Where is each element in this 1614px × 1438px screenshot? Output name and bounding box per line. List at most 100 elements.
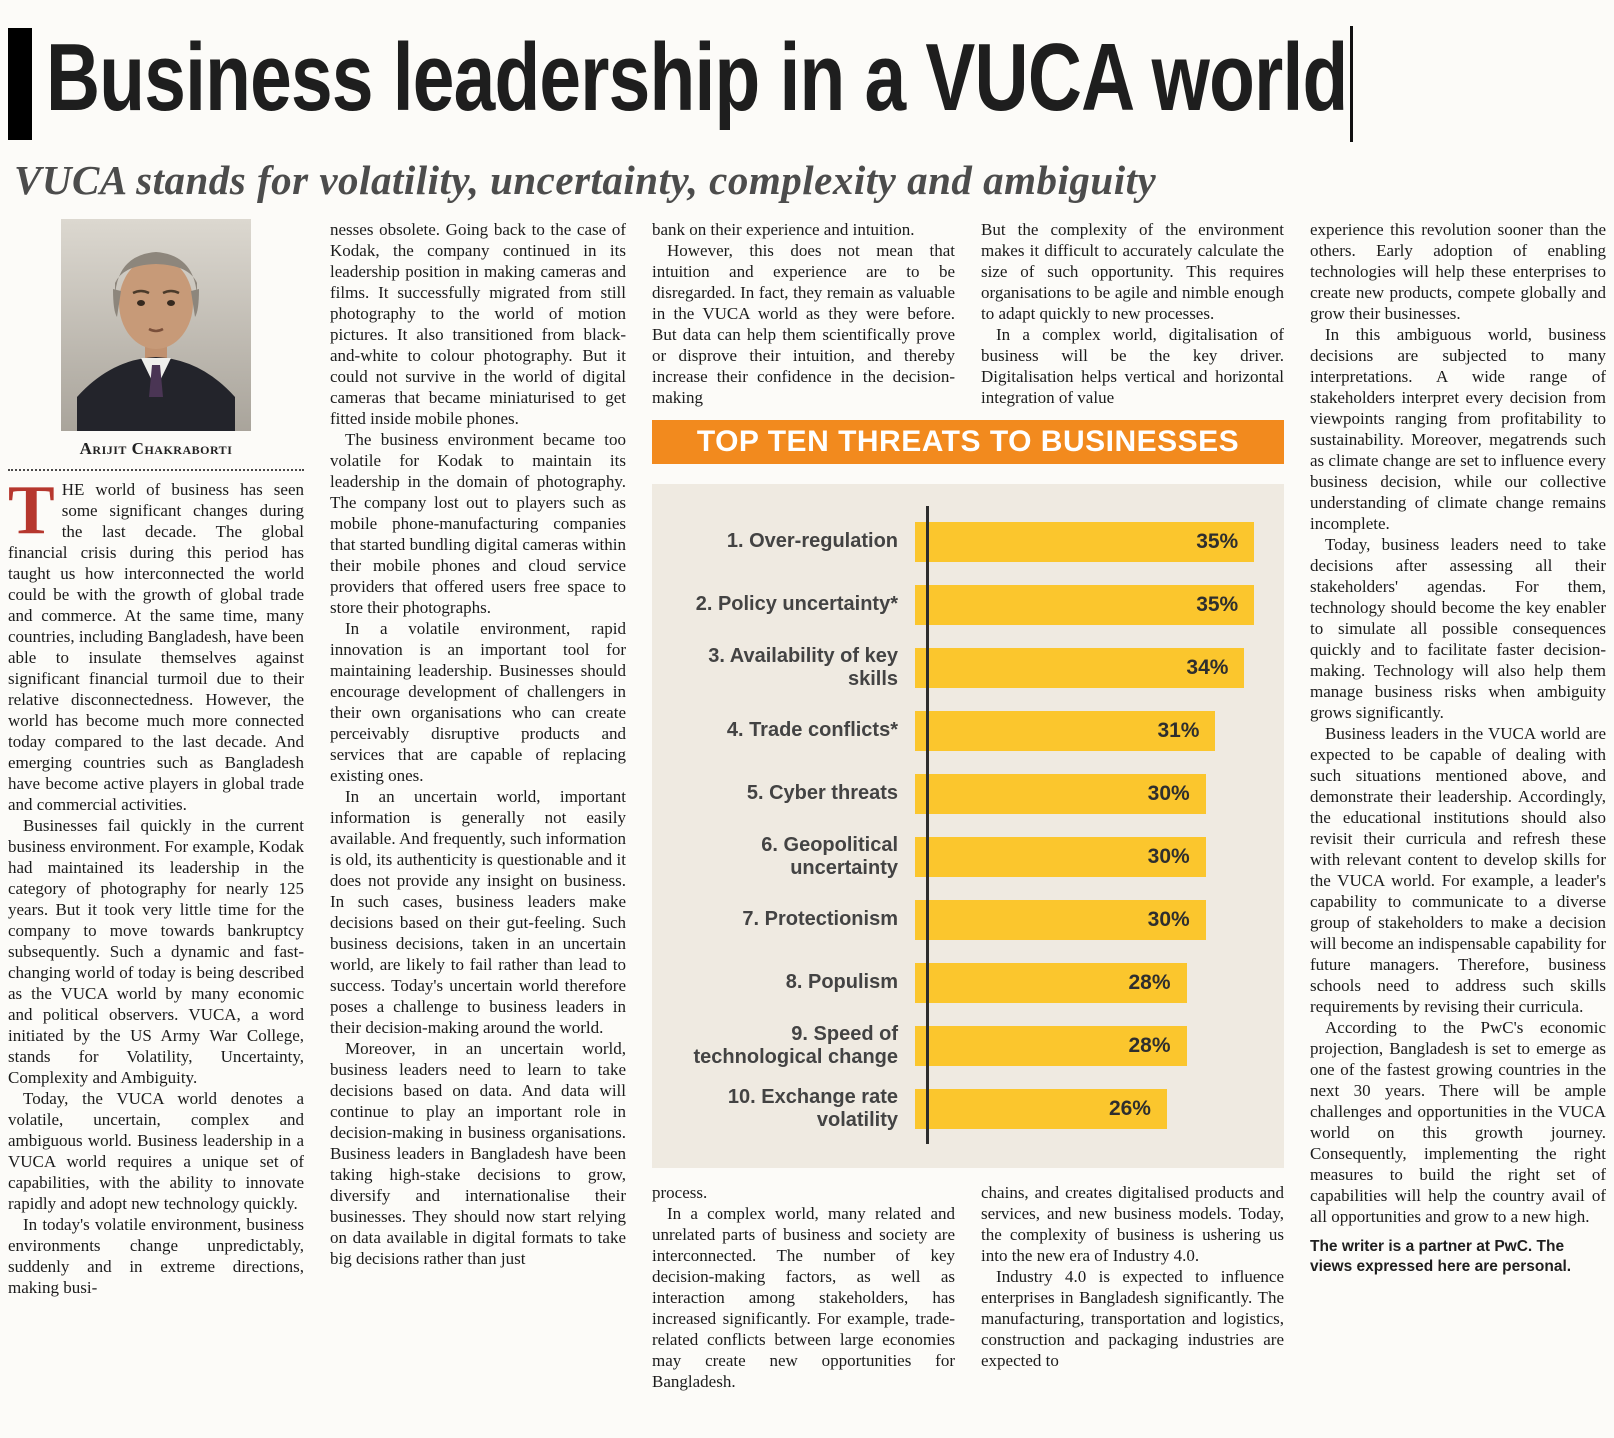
masthead: Business leadership in a VUCA world VUCA… <box>0 0 1614 203</box>
chart-bar: 30% <box>915 773 1206 814</box>
chart-bar-track: 35% <box>912 584 1264 625</box>
paragraph: According to the PwC's economic projecti… <box>1310 1018 1606 1227</box>
chart-title-banner: TOP TEN THREATS TO BUSINESSES <box>652 420 1284 465</box>
chart-bar: 35% <box>915 521 1255 562</box>
chart-value-label: 35% <box>1196 529 1239 553</box>
drop-cap: T <box>8 472 55 550</box>
author-photo <box>61 219 251 432</box>
chart-value-label: 28% <box>1128 970 1171 994</box>
chart-bar-track: 35% <box>912 521 1264 562</box>
paragraph: Today, the VUCA world denotes a volatile… <box>8 1089 304 1214</box>
chart-bar-track: 26% <box>912 1088 1264 1129</box>
center-columns: bank on their experience and intuition. … <box>652 219 1284 1438</box>
paragraph: Businesses fail quickly in the current b… <box>8 816 304 1088</box>
article-title: Business leadership in a VUCA world <box>46 24 1348 131</box>
author-figure: Arijit Chakraborti <box>8 219 304 459</box>
paragraph: process. <box>652 1183 708 1203</box>
chart-value-label: 30% <box>1147 781 1190 805</box>
center-top-row: bank on their experience and intuition. … <box>652 219 1284 408</box>
chart-bar: 28% <box>915 1025 1187 1066</box>
column-4-top: But the complexity of the environment ma… <box>981 219 1284 408</box>
chart-row: 4. Trade conflicts* 31% <box>672 699 1264 762</box>
chart-category-label: 9. Speed of technological change <box>693 1022 898 1068</box>
author-photo-illustration <box>61 219 251 432</box>
chart-row: 5. Cyber threats 30% <box>672 762 1264 825</box>
chart-value-label: 34% <box>1186 655 1229 679</box>
chart-bar-track: 34% <box>912 647 1264 688</box>
chart-category-label: 7. Protectionism <box>742 908 898 931</box>
column-4-bottom: chains, and creates digitalised products… <box>981 1182 1284 1438</box>
article-body: Arijit Chakraborti T HE world of business… <box>0 219 1614 1438</box>
column-3-bottom: process. In a complex world, many relate… <box>652 1182 955 1438</box>
paragraph: Moreover, in an uncertain world, busines… <box>330 1039 626 1269</box>
chart-rows: 1. Over-regulation 35% 2. Policy uncertain… <box>672 506 1264 1145</box>
threats-chart: TOP TEN THREATS TO BUSINESSES 1. Over-re… <box>652 420 1284 1169</box>
paragraph: T HE world of business has seen some sign… <box>8 472 304 815</box>
chart-category-label: 4. Trade conflicts* <box>726 719 898 742</box>
chart-bar-track: 30% <box>912 836 1264 877</box>
chart-category-label: 1. Over-regulation <box>726 530 898 553</box>
paragraph: experience this revolution sooner than t… <box>1310 220 1606 324</box>
dotted-divider <box>8 469 304 472</box>
column-3-top: bank on their experience and intuition. … <box>652 219 955 408</box>
title-left-black-bar <box>8 28 32 140</box>
chart-row: 6. Geopolitical uncertainty 30% <box>672 825 1264 888</box>
paragraph: In an uncertain world, important informa… <box>330 787 626 1038</box>
paragraph: Today, business leaders need to take dec… <box>1310 535 1606 723</box>
author-name: Arijit Chakraborti <box>79 439 233 459</box>
chart-value-label: 30% <box>1147 907 1190 931</box>
paragraph: Industry 4.0 is expected to influence en… <box>981 1267 1284 1371</box>
paragraph: In a volatile environment, rapid innovat… <box>330 619 626 786</box>
paragraph: In today's volatile environment, busines… <box>8 1215 304 1298</box>
chart-category-label: 8. Populism <box>785 971 898 994</box>
chart-bar: 30% <box>915 836 1206 877</box>
chart-bar-track: 31% <box>912 710 1264 751</box>
chart-value-label: 30% <box>1147 844 1190 868</box>
writer-credit: The writer is a partner at PwC. The view… <box>1310 1238 1572 1276</box>
paragraph: In a complex world, digitalisation of bu… <box>981 325 1284 408</box>
paragraph-text: HE world of business has seen some signi… <box>8 480 304 815</box>
chart-value-label: 26% <box>1108 1096 1151 1120</box>
chart-category-label: 2. Policy uncertainty* <box>695 593 898 616</box>
chart-value-label: 35% <box>1196 592 1239 616</box>
chart-bar-track: 28% <box>912 962 1264 1003</box>
chart-bar-track: 30% <box>912 899 1264 940</box>
paragraph: nesses obsolete. Going back to the case … <box>330 220 626 429</box>
chart-row: 3. Availability of key skills 34% <box>672 636 1264 699</box>
chart-bar: 31% <box>915 710 1216 751</box>
chart-category-label: 3. Availability of key skills <box>708 644 898 690</box>
chart-row: 8. Populism 28% <box>672 951 1264 1014</box>
chart-category-label: 6. Geopolitical uncertainty <box>761 833 898 879</box>
chart-category-label: 10. Exchange rate volatility <box>727 1085 898 1131</box>
chart-row: 7. Protectionism 30% <box>672 888 1264 951</box>
paragraph: But the complexity of the environment ma… <box>981 220 1284 324</box>
chart-row: 2. Policy uncertainty* 35% <box>672 573 1264 636</box>
column-5: experience this revolution sooner than t… <box>1310 219 1606 1438</box>
article-subtitle: VUCA stands for volatility, uncertainty,… <box>14 157 1157 203</box>
chart-bar: 35% <box>915 584 1255 625</box>
chart-plot-area: 1. Over-regulation 35% 2. Policy uncertain… <box>652 484 1284 1169</box>
chart-bar: 28% <box>915 962 1187 1003</box>
chart-bar-track: 30% <box>912 773 1264 814</box>
chart-row: 9. Speed of technological change 28% <box>672 1014 1264 1077</box>
paragraph: In a complex world, many related and unr… <box>652 1204 955 1392</box>
title-right-rule <box>1350 26 1353 142</box>
column-1: Arijit Chakraborti T HE world of business… <box>8 219 304 1438</box>
chart-bar: 30% <box>915 899 1206 940</box>
chart-bar: 26% <box>915 1088 1167 1129</box>
column-2: nesses obsolete. Going back to the case … <box>330 219 626 1438</box>
paragraph: Business leaders in the VUCA world are e… <box>1310 724 1606 1017</box>
chart-value-label: 31% <box>1157 718 1200 742</box>
chart-bar-track: 28% <box>912 1025 1264 1066</box>
paragraph: However, this does not mean that intuiti… <box>652 241 955 408</box>
paragraph: The business environment became too vola… <box>330 430 626 618</box>
paragraph: chains, and creates digitalised products… <box>981 1183 1284 1266</box>
chart-row: 10. Exchange rate volatility 26% <box>672 1077 1264 1140</box>
chart-axis-line <box>926 506 929 1145</box>
paragraph: In this ambiguous world, business decisi… <box>1310 325 1606 534</box>
center-bottom-row: process. In a complex world, many relate… <box>652 1182 1284 1438</box>
paragraph: bank on their experience and intuition. <box>652 220 915 240</box>
chart-row: 1. Over-regulation 35% <box>672 510 1264 573</box>
chart-bar: 34% <box>915 647 1245 688</box>
